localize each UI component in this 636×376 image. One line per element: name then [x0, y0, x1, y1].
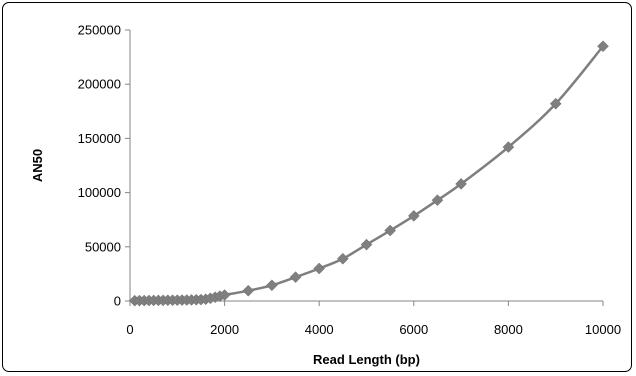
plot-area: 0 50000 100000 150000 200000 250000 0 2000 4000 6… — [78, 23, 621, 338]
data-point — [266, 279, 278, 292]
data-point — [455, 178, 467, 190]
x-axis-title: Read Length (bp) — [313, 352, 420, 367]
data-point — [313, 262, 326, 275]
data-point — [502, 141, 515, 153]
data-point — [549, 97, 562, 110]
y-tick-label: 50000 — [85, 239, 121, 254]
data-point — [218, 289, 231, 301]
data-point — [384, 224, 397, 237]
data-point — [407, 210, 420, 222]
x-tick-label: 4000 — [305, 322, 334, 337]
data-point — [597, 40, 609, 53]
y-tick-label: 100000 — [78, 185, 121, 200]
y-tick-label: 150000 — [78, 131, 121, 146]
x-tick-label: 10000 — [585, 322, 621, 337]
data-point — [360, 238, 373, 251]
x-tick-label: 8000 — [494, 322, 523, 337]
y-tick-label: 250000 — [78, 23, 121, 38]
y-axis-title: AN50 — [30, 149, 45, 182]
data-point — [242, 284, 255, 297]
x-tick-label: 2000 — [210, 322, 239, 337]
chart-frame — [2, 2, 632, 372]
data-point — [289, 271, 302, 284]
x-tick-label: 6000 — [399, 322, 428, 337]
y-tick-label: 200000 — [78, 77, 121, 92]
y-tick-label: 0 — [114, 294, 121, 309]
data-point — [431, 194, 444, 207]
series-line — [134, 45, 604, 302]
x-tick-label: 0 — [126, 322, 133, 337]
data-point — [336, 252, 349, 265]
